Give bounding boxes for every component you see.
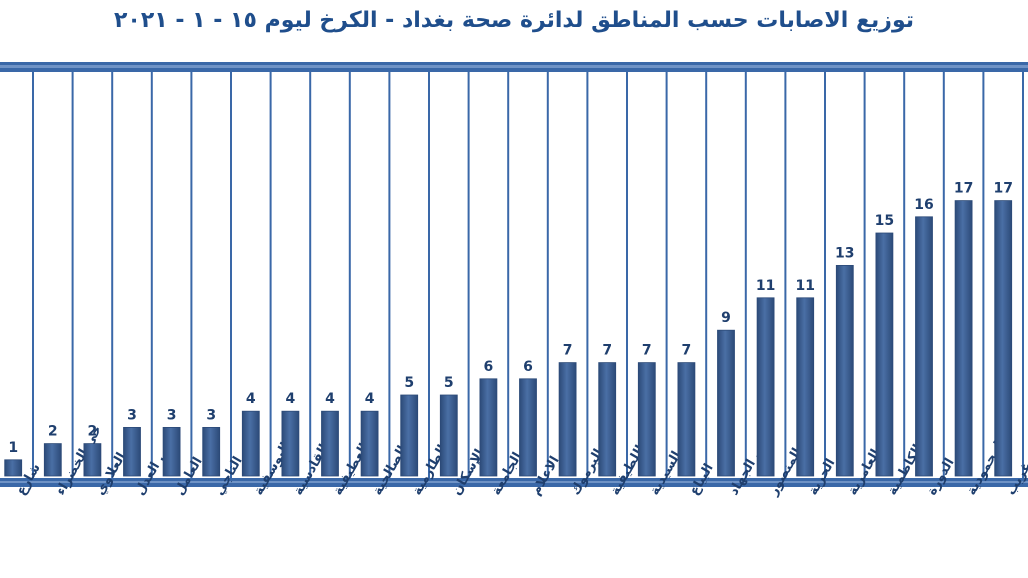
bar [401,395,418,476]
data-label: 1 [8,440,18,456]
data-label: 4 [286,391,296,407]
data-label: 5 [404,375,414,391]
bar [322,411,339,476]
bar [638,363,655,476]
bar [163,427,180,476]
bar [955,201,972,476]
bar [995,201,1012,476]
bar [559,363,576,476]
bar [242,411,259,476]
data-label: 7 [563,343,573,359]
data-label: 11 [795,278,814,294]
bar [480,379,497,476]
data-label: 16 [914,197,933,213]
bar [44,444,61,476]
bar [757,298,774,476]
data-label: 13 [835,245,854,261]
data-label: 5 [444,375,454,391]
data-label: 7 [682,343,692,359]
data-label: 17 [993,181,1012,197]
bar [797,298,814,476]
data-label: 15 [875,213,894,229]
data-label: 2 [48,424,58,440]
bar [599,363,616,476]
data-label: 4 [325,391,335,407]
bar [203,427,220,476]
data-label: 3 [167,407,177,423]
bar [440,395,457,476]
top-frame-highlight [0,65,1028,68]
bar [5,460,22,476]
data-label: 4 [365,391,375,407]
data-label: 2 [88,424,98,440]
bar [124,427,141,476]
bar [916,217,933,476]
data-label: 17 [954,181,973,197]
data-label: 6 [523,359,533,375]
bar [361,411,378,476]
data-label: 7 [642,343,652,359]
bar [718,330,735,476]
data-label: 3 [206,407,216,423]
data-label: 4 [246,391,256,407]
data-label: 7 [602,343,612,359]
data-label: 9 [721,310,731,326]
bar [520,379,537,476]
bar [876,233,893,476]
data-label: 3 [127,407,137,423]
data-label: 11 [756,278,775,294]
bar [282,411,299,476]
bar [84,444,101,476]
bar [678,363,695,476]
bar [836,265,853,476]
data-label: 6 [484,359,494,375]
